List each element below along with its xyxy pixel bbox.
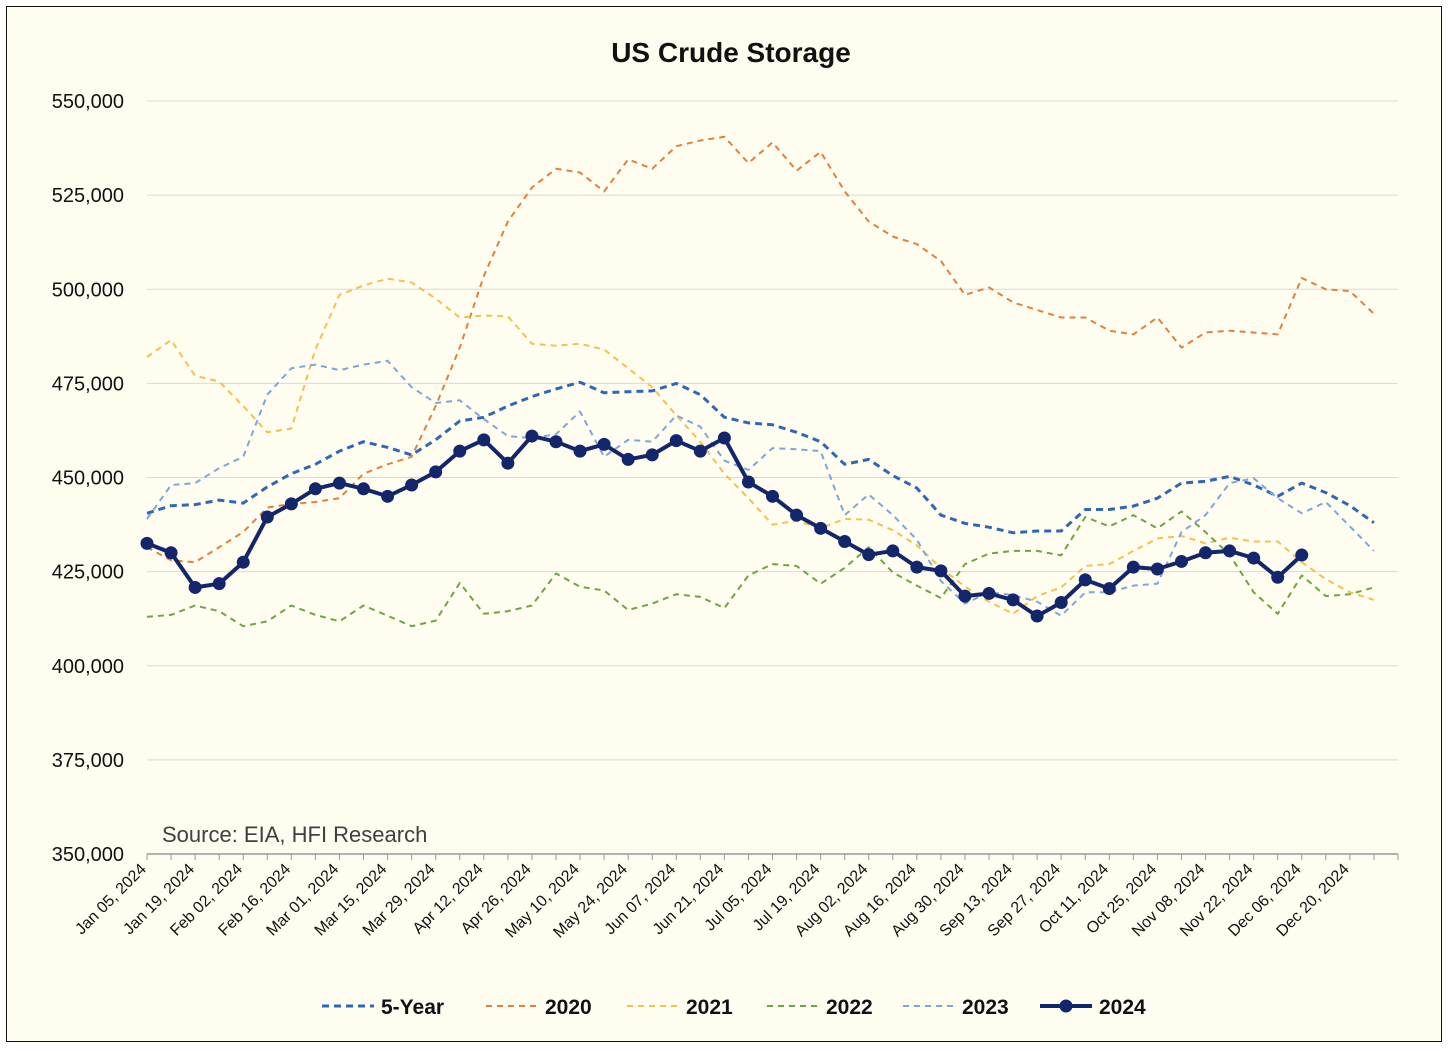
legend-label: 2021 bbox=[686, 996, 733, 1019]
data-point bbox=[621, 452, 635, 466]
legend-label: 5-Year bbox=[381, 996, 444, 1019]
data-point bbox=[1174, 554, 1188, 568]
data-point bbox=[164, 546, 178, 560]
data-point bbox=[1102, 582, 1116, 596]
data-point bbox=[501, 456, 515, 470]
source-note: Source: EIA, HFI Research bbox=[162, 822, 427, 847]
y-tick-label: 550,000 bbox=[52, 91, 124, 113]
data-point bbox=[429, 465, 443, 479]
data-point bbox=[958, 589, 972, 603]
data-point bbox=[717, 431, 731, 445]
data-point bbox=[934, 564, 948, 578]
data-point bbox=[573, 444, 587, 458]
data-point bbox=[1223, 544, 1237, 558]
series-line bbox=[146, 510, 1375, 628]
chart-title: US Crude Storage bbox=[611, 37, 851, 68]
y-tick-label: 475,000 bbox=[52, 373, 124, 395]
series-lines bbox=[140, 135, 1375, 628]
series-2024 bbox=[140, 429, 1309, 623]
data-point bbox=[381, 489, 395, 503]
y-tick-label: 400,000 bbox=[52, 656, 124, 678]
data-point bbox=[405, 478, 419, 492]
data-point bbox=[1054, 595, 1068, 609]
data-point bbox=[838, 535, 852, 549]
data-point bbox=[140, 536, 154, 550]
y-tick-label: 450,000 bbox=[52, 468, 124, 490]
data-point bbox=[1199, 546, 1213, 560]
data-point bbox=[814, 521, 828, 535]
data-point bbox=[188, 580, 202, 594]
y-tick-label: 375,000 bbox=[52, 750, 124, 772]
legend-marker bbox=[1059, 999, 1073, 1013]
data-point bbox=[357, 482, 371, 496]
y-tick-label: 425,000 bbox=[52, 562, 124, 584]
data-point bbox=[477, 433, 491, 447]
series-line bbox=[146, 277, 1375, 615]
series-line bbox=[146, 380, 1375, 535]
data-point bbox=[669, 434, 683, 448]
y-axis-ticks: 350,000 375,000 400,000 425,000 450,000 475,0… bbox=[52, 91, 124, 866]
data-point bbox=[308, 482, 322, 496]
data-point bbox=[693, 444, 707, 458]
data-point bbox=[862, 548, 876, 562]
series-2020 bbox=[146, 135, 1375, 564]
legend-label: 2020 bbox=[545, 996, 592, 1019]
data-point bbox=[790, 508, 804, 522]
data-point bbox=[645, 448, 659, 462]
data-point bbox=[910, 560, 924, 574]
y-tick-label: 500,000 bbox=[52, 279, 124, 301]
data-point bbox=[1126, 560, 1140, 574]
y-tick-label: 525,000 bbox=[52, 185, 124, 207]
series-2022 bbox=[146, 510, 1375, 628]
data-point bbox=[1271, 570, 1285, 584]
series-line bbox=[146, 135, 1375, 564]
data-point bbox=[1030, 609, 1044, 623]
data-point bbox=[1006, 593, 1020, 607]
data-point bbox=[453, 444, 467, 458]
data-point bbox=[886, 544, 900, 558]
data-point bbox=[766, 489, 779, 503]
data-point bbox=[212, 577, 226, 591]
data-point bbox=[982, 586, 996, 600]
data-point bbox=[332, 476, 346, 490]
data-point bbox=[236, 555, 250, 569]
data-point bbox=[1247, 551, 1261, 565]
chart-frame bbox=[6, 6, 1442, 1042]
legend-label: 2022 bbox=[826, 996, 873, 1019]
data-point bbox=[549, 435, 563, 449]
gridlines bbox=[147, 100, 1398, 855]
data-point bbox=[1078, 573, 1092, 587]
data-point bbox=[1150, 562, 1164, 576]
series-5-year bbox=[146, 380, 1375, 535]
data-point bbox=[1295, 548, 1309, 562]
data-point bbox=[284, 497, 298, 511]
series-2021 bbox=[146, 277, 1375, 615]
y-tick-label: 350,000 bbox=[52, 844, 124, 866]
data-point bbox=[741, 475, 755, 489]
data-point bbox=[260, 510, 274, 524]
data-point bbox=[525, 429, 539, 443]
legend-label: 2023 bbox=[962, 996, 1009, 1019]
legend-label: 2024 bbox=[1099, 996, 1146, 1019]
data-point bbox=[597, 437, 611, 451]
legend: 5-Year 2020 2021 2022 2023 2024 bbox=[322, 996, 1146, 1019]
